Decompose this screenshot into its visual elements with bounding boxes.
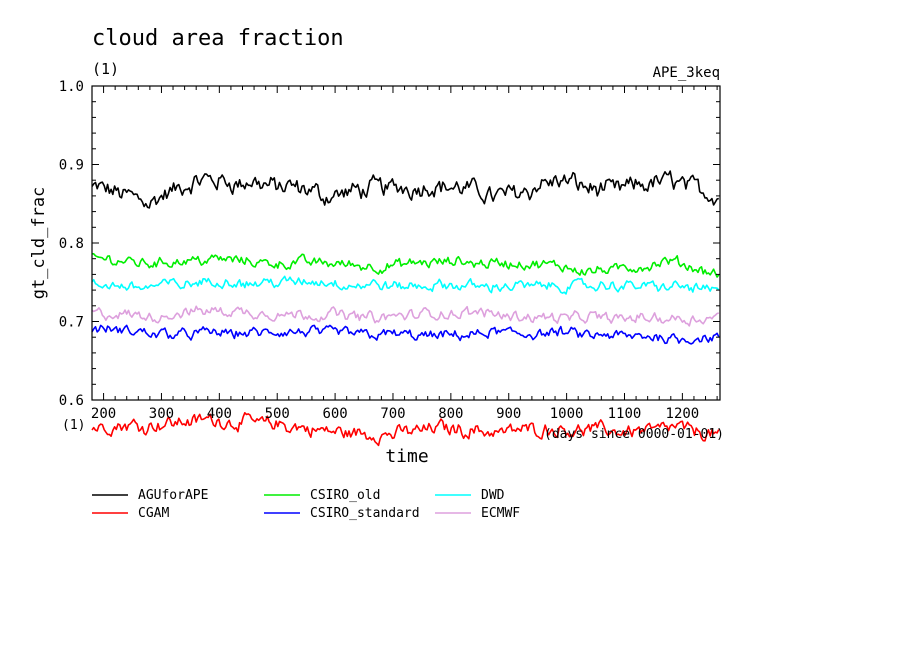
chart-subtitle: (1) — [92, 60, 119, 78]
x-tick-label: 600 — [322, 406, 347, 422]
series-line-cgam — [91, 411, 720, 447]
x-tick-label: 200 — [91, 406, 116, 422]
series-line-dwd — [91, 275, 720, 295]
series-line-csiro-old — [92, 253, 720, 278]
legend-item-csiro-old: CSIRO_old — [264, 488, 380, 503]
legend-label: CGAM — [138, 506, 169, 521]
x-tick-label: 1000 — [550, 406, 584, 422]
plot-frame — [91, 85, 721, 401]
x-tick-label: 400 — [207, 406, 232, 422]
x-axis-unit: (days since 0000-01-01) — [544, 427, 724, 442]
legend-item-ecmwf: ECMWF — [435, 506, 520, 521]
y-axis-unit: (1) — [62, 418, 85, 433]
legend-label: AGUforAPE — [138, 488, 208, 503]
x-tick-label: 300 — [149, 406, 174, 422]
x-tick-label: 900 — [496, 406, 521, 422]
series-line-ecmwf — [91, 305, 720, 327]
legend: AGUforAPE CGAM CSIRO_old CSIRO_standard DWD E… — [92, 488, 520, 521]
legend-label: ECMWF — [481, 506, 520, 521]
y-axis: 0.6 0.7 0.8 0.9 1.0 — [59, 79, 720, 409]
legend-item-dwd: DWD — [435, 488, 505, 503]
y-axis-label: gt_cld_frac — [29, 187, 49, 300]
chart-title: cloud area fraction — [92, 26, 344, 51]
series-layer — [91, 170, 720, 447]
x-axis-label: time — [385, 446, 428, 467]
legend-item-csiro-standard: CSIRO_standard — [264, 506, 420, 521]
legend-label: CSIRO_standard — [310, 506, 420, 521]
legend-item-aguforape: AGUforAPE — [92, 488, 208, 503]
x-tick-label: 800 — [438, 406, 463, 422]
y-tick-label: 0.7 — [59, 315, 84, 331]
x-tick-label: 500 — [265, 406, 290, 422]
y-tick-label: 0.8 — [59, 236, 84, 252]
legend-label: DWD — [481, 488, 505, 503]
legend-item-cgam: CGAM — [92, 506, 169, 521]
run-label: APE_3keq — [653, 65, 720, 81]
legend-label: CSIRO_old — [310, 488, 380, 503]
series-line-csiro-standard — [91, 324, 720, 345]
y-tick-label: 1.0 — [59, 79, 84, 95]
x-axis: 200 300 400 500 600 700 800 900 1000 1100 1200 — [91, 86, 718, 422]
x-tick-label: 1100 — [608, 406, 642, 422]
x-tick-label: 1200 — [666, 406, 700, 422]
y-tick-label: 0.6 — [59, 393, 84, 409]
y-tick-label: 0.9 — [59, 158, 84, 174]
x-tick-label: 700 — [380, 406, 405, 422]
series-line-aguforape — [91, 170, 720, 209]
